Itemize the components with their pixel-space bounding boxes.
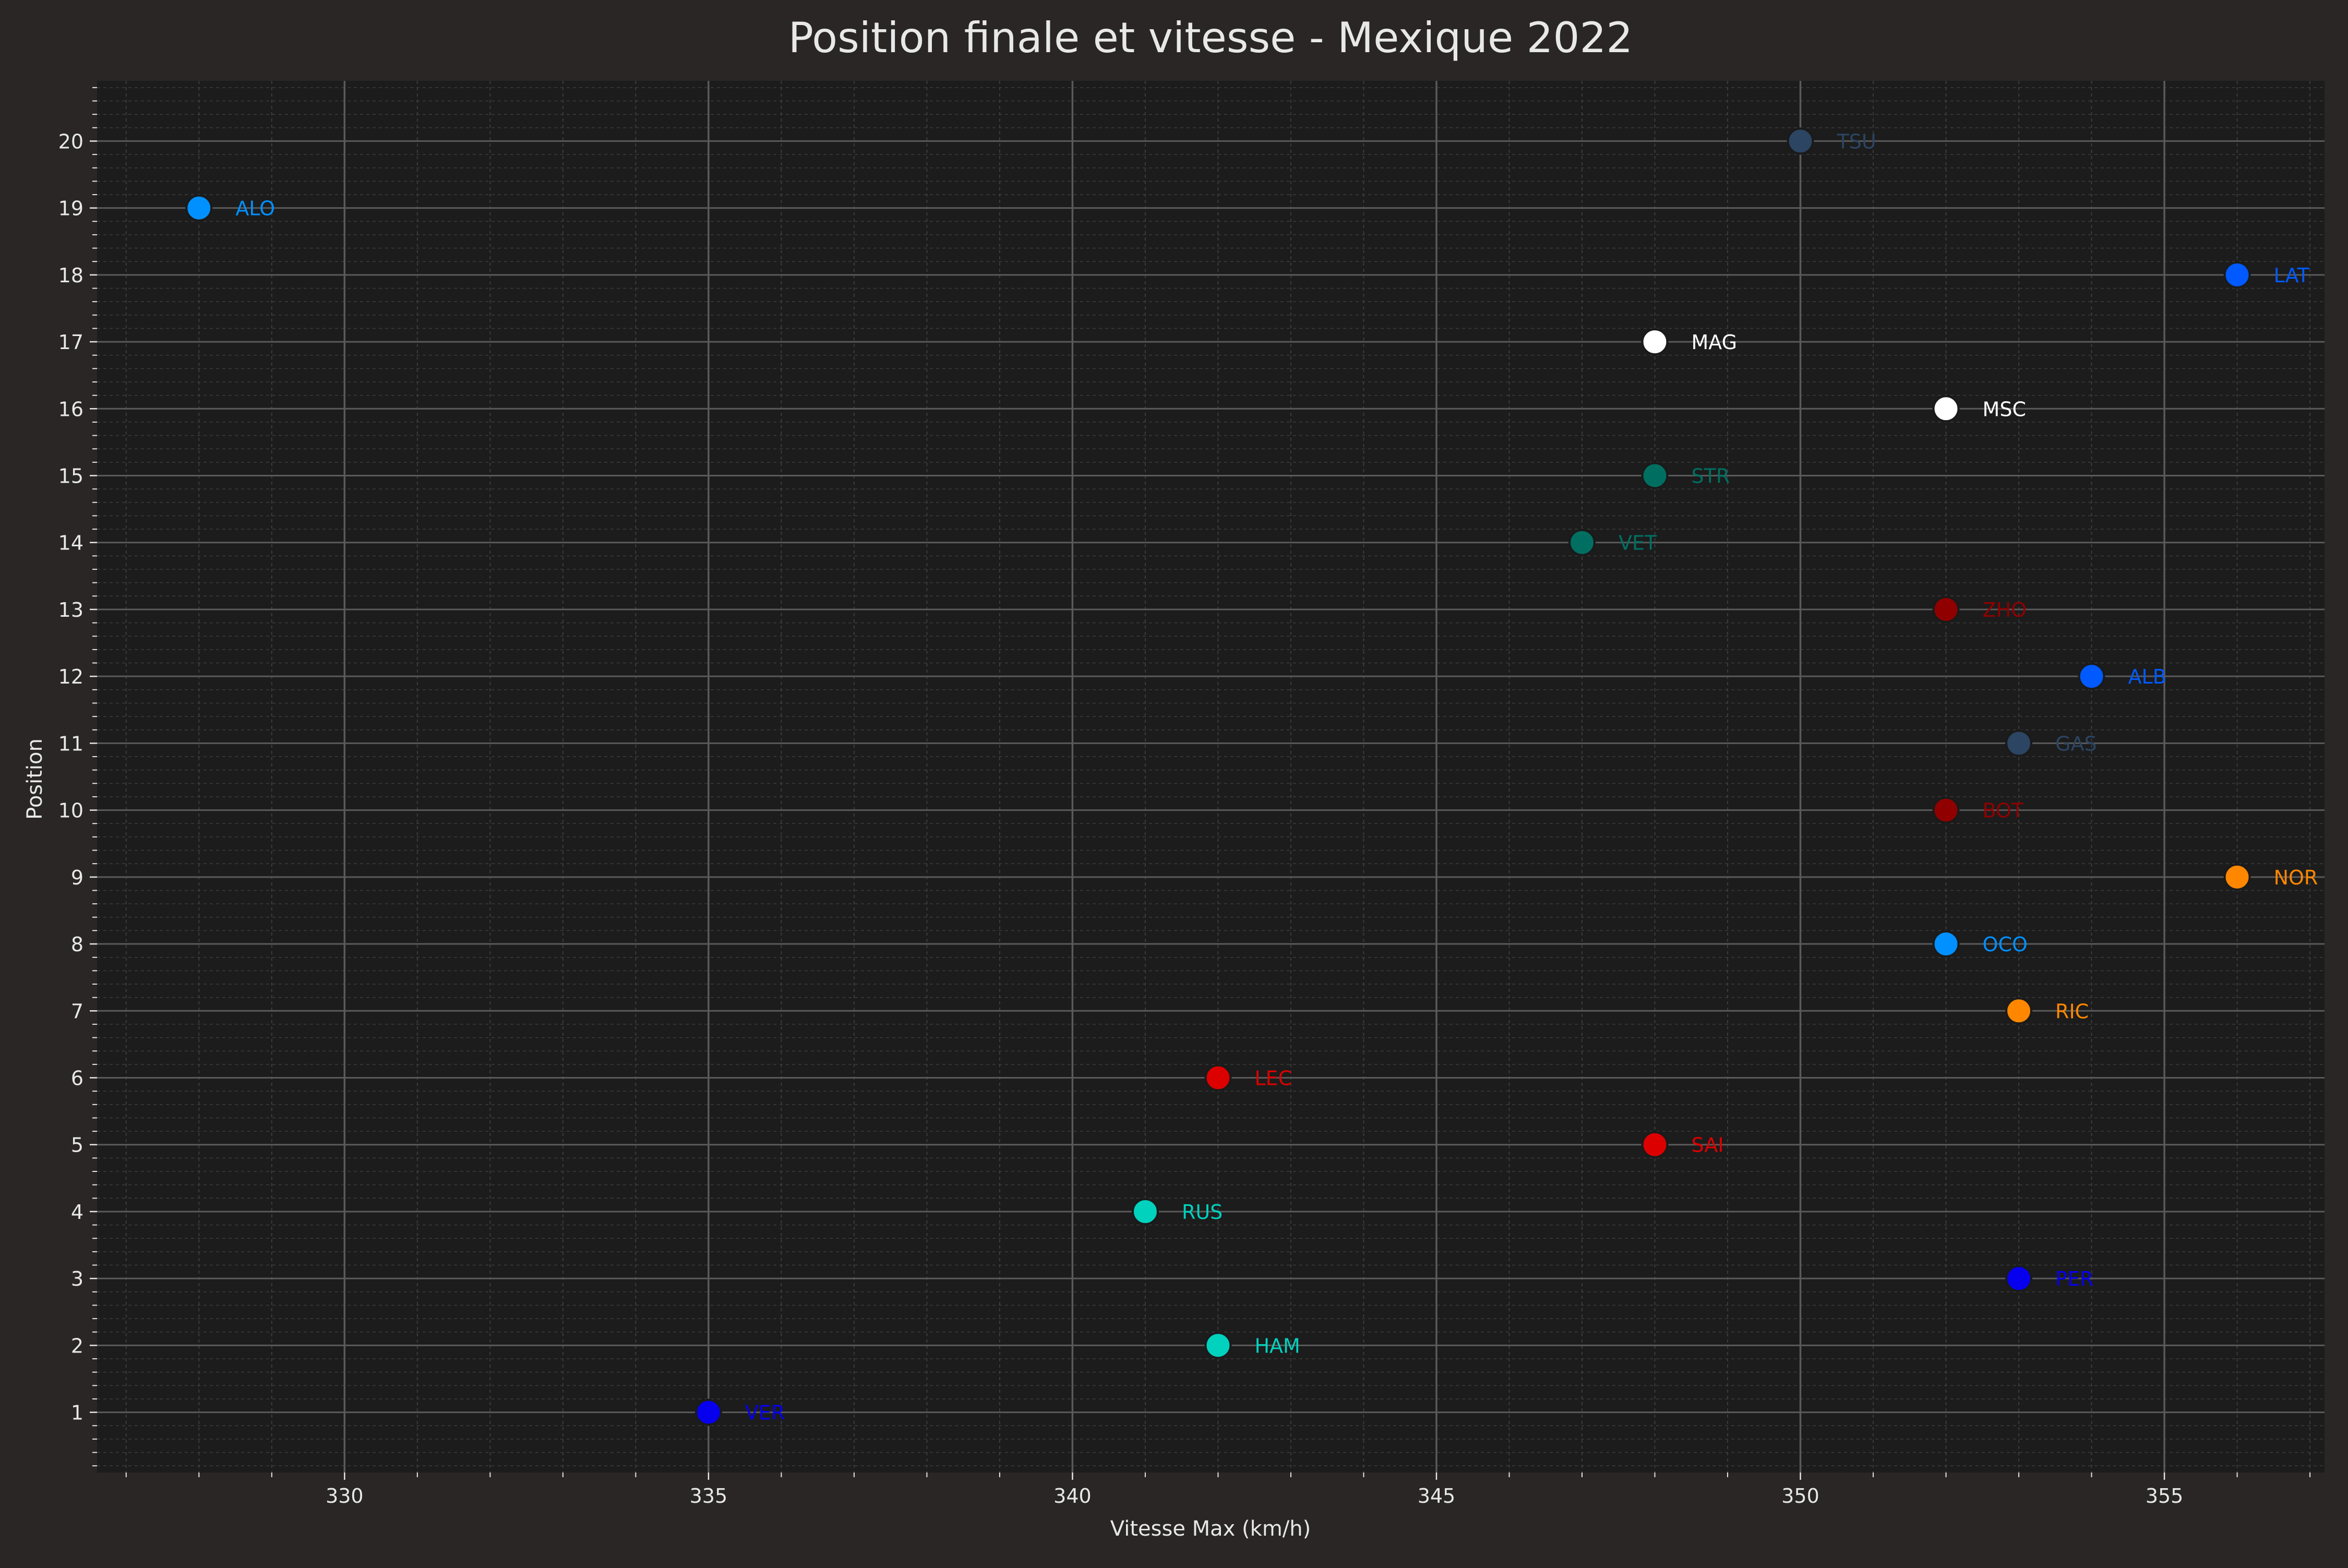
data-point-msc xyxy=(1932,395,1960,423)
y-tick-label: 8 xyxy=(71,933,83,956)
y-tick-label: 2 xyxy=(71,1334,83,1357)
x-axis-label: Vitesse Max (km/h) xyxy=(1110,1517,1311,1541)
y-tick-label: 7 xyxy=(71,1000,83,1023)
data-label-per: PER xyxy=(2055,1267,2093,1290)
x-tick-label: 355 xyxy=(2146,1485,2184,1507)
x-axis: 330 335 340 345 350 355 xyxy=(125,1473,2311,1507)
data-label-rus: RUS xyxy=(1182,1201,1223,1224)
y-tick-label: 11 xyxy=(58,732,83,755)
data-point-alb xyxy=(2078,663,2105,690)
data-point-lat xyxy=(2223,261,2251,289)
y-tick-label: 14 xyxy=(58,532,83,555)
data-label-ric: RIC xyxy=(2055,1000,2089,1023)
data-label-str: STR xyxy=(1692,465,1730,488)
data-point-ham xyxy=(1204,1332,1232,1359)
y-tick-label: 19 xyxy=(58,197,83,220)
data-label-mag: MAG xyxy=(1692,331,1738,354)
data-label-ham: HAM xyxy=(1254,1334,1300,1357)
data-point-per xyxy=(2005,1265,2033,1292)
data-label-zho: ZHO xyxy=(1983,599,2027,621)
data-label-gas: GAS xyxy=(2055,732,2097,755)
data-label-ver: VER xyxy=(745,1402,785,1425)
x-tick-label: 350 xyxy=(1781,1485,1819,1507)
y-tick-label: 6 xyxy=(71,1067,83,1090)
data-label-lec: LEC xyxy=(1254,1067,1292,1090)
y-tick-label: 10 xyxy=(58,799,83,822)
y-tick-label: 9 xyxy=(71,866,83,889)
y-tick-label: 1 xyxy=(71,1402,83,1425)
data-point-bot xyxy=(1932,796,1960,824)
y-tick-label: 4 xyxy=(71,1201,83,1224)
y-tick-label: 18 xyxy=(58,264,83,287)
data-points: VER HAM PER RUS SAI LEC RIC OCO NOR BOT GAS ALB ZHO V… xyxy=(185,127,2318,1426)
minor-grid xyxy=(97,81,2325,1473)
chart-title: Position finale et vitesse - Mexique 202… xyxy=(788,14,1633,62)
data-point-ric xyxy=(2005,997,2033,1025)
data-label-alo: ALO xyxy=(235,197,275,220)
data-label-oco: OCO xyxy=(1983,933,2028,956)
y-tick-label: 3 xyxy=(71,1267,83,1290)
x-tick-label: 330 xyxy=(326,1485,364,1507)
x-tick-label: 345 xyxy=(1418,1485,1456,1507)
data-label-sai: SAI xyxy=(1692,1134,1724,1157)
y-tick-label: 16 xyxy=(58,398,83,421)
data-label-nor: NOR xyxy=(2274,866,2318,889)
data-point-vet xyxy=(1568,529,1596,556)
data-label-alb: ALB xyxy=(2128,665,2166,688)
data-label-tsu: TSU xyxy=(1837,130,1876,153)
data-point-str xyxy=(1641,462,1669,489)
data-point-zho xyxy=(1932,595,1960,623)
data-point-nor xyxy=(2223,863,2251,891)
y-axis-label: Position xyxy=(23,738,47,820)
data-point-mag xyxy=(1641,328,1669,356)
data-label-lat: LAT xyxy=(2274,264,2310,287)
data-point-lec xyxy=(1204,1064,1232,1092)
data-point-rus xyxy=(1131,1198,1159,1225)
data-label-vet: VET xyxy=(1619,532,1657,555)
data-label-bot: BOT xyxy=(1983,799,2024,822)
data-point-tsu xyxy=(1787,127,1814,155)
y-tick-label: 13 xyxy=(58,599,83,621)
y-tick-label: 5 xyxy=(71,1134,83,1157)
x-tick-label: 335 xyxy=(690,1485,728,1507)
y-tick-label: 15 xyxy=(58,465,83,488)
data-point-oco xyxy=(1932,930,1960,958)
data-point-gas xyxy=(2005,729,2033,757)
plot-area xyxy=(97,81,2325,1473)
y-tick-label: 17 xyxy=(58,331,83,354)
y-tick-label: 20 xyxy=(58,130,83,153)
data-point-alo xyxy=(185,194,213,222)
x-tick-label: 340 xyxy=(1053,1485,1092,1507)
y-tick-label: 12 xyxy=(58,665,83,688)
data-point-sai xyxy=(1641,1131,1669,1158)
data-label-msc: MSC xyxy=(1983,398,2026,421)
data-point-ver xyxy=(694,1398,722,1426)
